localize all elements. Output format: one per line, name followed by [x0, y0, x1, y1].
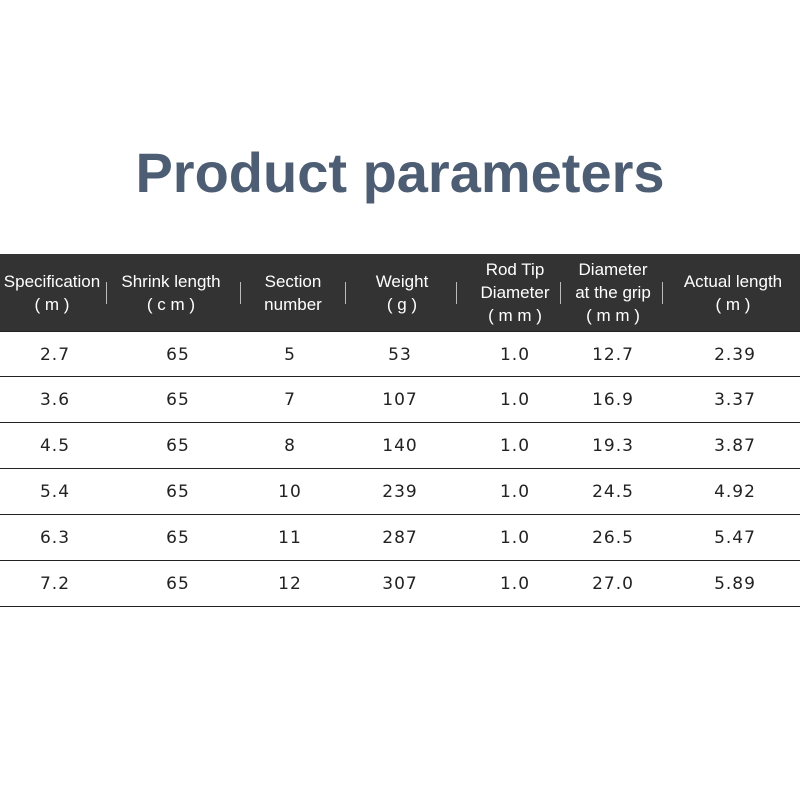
header-unit: ( m )	[34, 294, 70, 314]
table-cell: 12	[278, 574, 302, 594]
table-cell: 3.6	[39, 390, 71, 410]
header-unit: ( m )	[715, 294, 751, 314]
table-cell: 239	[382, 482, 418, 502]
table-cell: 19.3	[592, 436, 634, 456]
separator	[345, 282, 346, 304]
header-line: Weight	[375, 271, 429, 291]
table-header: Specification ( m ) Shrink length ( c m ) Se…	[0, 254, 800, 331]
header-line: Diameter	[480, 283, 550, 302]
table-cell: 2.39	[714, 345, 756, 365]
header-unit: ( m m )	[586, 306, 640, 325]
header-line: at the grip	[575, 283, 651, 302]
separator	[106, 282, 107, 304]
column-header: Specification ( m )	[0, 254, 104, 331]
separator	[560, 282, 561, 304]
table-cell: 16.9	[592, 390, 634, 410]
table-cell: 65	[166, 390, 190, 410]
table-cell: 8	[284, 436, 296, 456]
table-cell: 27.0	[592, 574, 634, 594]
table-row: 3.6 65 7 107 1.0 16.9 3.37	[0, 377, 800, 423]
table-cell: 3.37	[714, 390, 756, 410]
table-cell: 65	[166, 345, 190, 365]
table-cell: 5.47	[714, 528, 756, 548]
table-cell: 140	[382, 436, 418, 456]
header-unit: ( g )	[386, 294, 418, 314]
separator	[662, 282, 663, 304]
table-cell: 1.0	[499, 482, 531, 502]
table-cell: 1.0	[499, 436, 531, 456]
header-line: Diameter	[578, 260, 648, 279]
table-cell: 5.89	[714, 574, 756, 594]
column-header: Diameter at the grip ( m m )	[563, 254, 663, 331]
header-unit: ( c m )	[146, 294, 196, 314]
table-row: 7.2 65 12 307 1.0 27.0 5.89	[0, 561, 800, 607]
table-cell: 26.5	[592, 528, 634, 548]
table-cell: 1.0	[499, 390, 531, 410]
header-line: Shrink length	[121, 271, 221, 291]
table-cell: 65	[166, 574, 190, 594]
column-header: Actual length ( m )	[668, 254, 798, 331]
table-cell: 4.5	[39, 436, 71, 456]
header-line: Section	[264, 271, 322, 291]
header-line: number	[264, 294, 322, 314]
table-row: 5.4 65 10 239 1.0 24.5 4.92	[0, 469, 800, 515]
table-cell: 53	[388, 345, 412, 365]
table-cell: 11	[278, 528, 302, 548]
table-cell: 107	[382, 390, 418, 410]
table-cell: 1.0	[499, 345, 531, 365]
column-header: Section number	[243, 254, 343, 331]
page-title: Product parameters	[135, 141, 665, 204]
table-cell: 12.7	[592, 345, 634, 365]
table-cell: 65	[166, 528, 190, 548]
column-header: Shrink length ( c m )	[106, 254, 236, 331]
table-cell: 5	[284, 345, 296, 365]
table-cell: 1.0	[499, 574, 531, 594]
table-cell: 307	[382, 574, 418, 594]
table-cell: 65	[166, 482, 190, 502]
table-row: 2.7 65 5 53 1.0 12.7 2.39	[0, 331, 800, 377]
table-row: 4.5 65 8 140 1.0 19.3 3.87	[0, 423, 800, 469]
table-cell: 65	[166, 436, 190, 456]
header-line: Rod Tip	[485, 260, 545, 279]
column-header: Rod Tip Diameter ( m m )	[465, 254, 565, 331]
table-cell: 4.92	[714, 482, 756, 502]
column-header: Weight ( g )	[352, 254, 452, 331]
table-cell: 2.7	[39, 345, 71, 365]
table-cell: 7	[284, 390, 296, 410]
table-cell: 10	[278, 482, 302, 502]
header-line: Actual length	[683, 271, 783, 291]
header-line: Specification	[3, 271, 101, 291]
header-unit: ( m m )	[488, 306, 542, 325]
table-cell: 6.3	[39, 528, 71, 548]
table-row: 6.3 65 11 287 1.0 26.5 5.47	[0, 515, 800, 561]
separator	[240, 282, 241, 304]
table-cell: 24.5	[592, 482, 634, 502]
table-cell: 287	[382, 528, 418, 548]
table-cell: 5.4	[39, 482, 71, 502]
separator	[456, 282, 457, 304]
table-cell: 7.2	[39, 574, 71, 594]
table-cell: 1.0	[499, 528, 531, 548]
table-cell: 3.87	[714, 436, 756, 456]
